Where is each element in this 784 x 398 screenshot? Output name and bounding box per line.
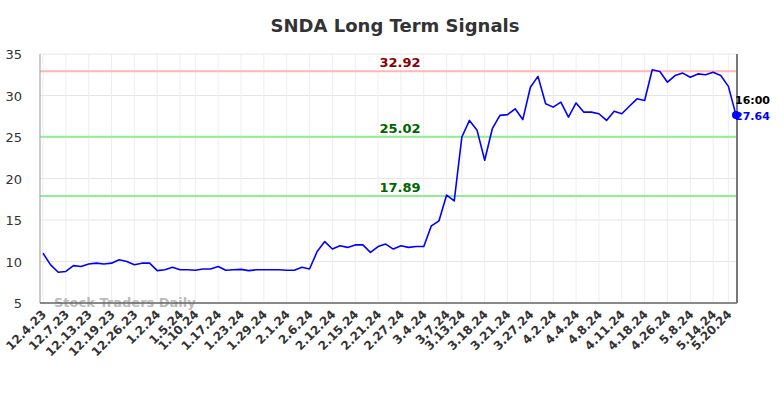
grid-line bbox=[180, 54, 181, 303]
y-tick-label: 35 bbox=[5, 47, 22, 62]
y-tick-label: 25 bbox=[5, 130, 22, 145]
reference-line bbox=[40, 70, 737, 72]
grid-line bbox=[40, 95, 737, 96]
y-tick-label: 20 bbox=[5, 172, 22, 187]
now-line bbox=[736, 54, 738, 303]
reference-label: 32.92 bbox=[379, 55, 420, 70]
y-tick-label: 30 bbox=[5, 89, 22, 104]
grid-line bbox=[241, 54, 242, 303]
last-value-label: 27.64 bbox=[735, 110, 770, 123]
grid-line bbox=[195, 54, 196, 303]
y-tick-label: 5 bbox=[14, 296, 22, 311]
grid-line bbox=[88, 54, 89, 303]
grid-line bbox=[461, 54, 462, 303]
grid-line bbox=[309, 54, 310, 303]
grid-line bbox=[40, 178, 737, 179]
reference-line bbox=[40, 136, 737, 138]
grid-line bbox=[40, 261, 737, 262]
y-tick-label: 15 bbox=[5, 213, 22, 228]
y-axis bbox=[40, 54, 41, 303]
grid-line bbox=[157, 54, 158, 303]
x-tick-label: 5.20.24 bbox=[689, 307, 735, 353]
reference-label: 17.89 bbox=[379, 180, 420, 195]
price-line bbox=[43, 70, 736, 273]
grid-line bbox=[355, 54, 356, 303]
grid-line bbox=[713, 54, 714, 303]
grid-line bbox=[286, 54, 287, 303]
x-axis bbox=[40, 302, 737, 304]
grid-line bbox=[134, 54, 135, 303]
grid-line bbox=[553, 54, 554, 303]
grid-line bbox=[378, 54, 379, 303]
grid-line bbox=[332, 54, 333, 303]
title: SNDA Long Term Signals bbox=[271, 15, 520, 36]
grid-line bbox=[484, 54, 485, 303]
grid-line bbox=[65, 54, 66, 303]
grid-line bbox=[263, 54, 264, 303]
grid-line bbox=[400, 54, 401, 303]
grid-line bbox=[644, 54, 645, 303]
grid-line bbox=[111, 54, 112, 303]
grid-line bbox=[40, 303, 737, 304]
grid-line bbox=[598, 54, 599, 303]
grid-line bbox=[423, 54, 424, 303]
grid-line bbox=[40, 137, 737, 138]
grid-line bbox=[667, 54, 668, 303]
grid-line bbox=[728, 54, 729, 303]
reference-line bbox=[40, 195, 737, 197]
grid-line bbox=[621, 54, 622, 303]
reference-label: 25.02 bbox=[379, 121, 420, 136]
y-tick-label: 10 bbox=[5, 255, 22, 270]
grid-line bbox=[446, 54, 447, 303]
grid-line bbox=[218, 54, 219, 303]
grid-line bbox=[43, 54, 44, 303]
time-label: 16:00 bbox=[735, 94, 770, 107]
grid-line bbox=[40, 220, 737, 221]
grid-line bbox=[507, 54, 508, 303]
grid-line bbox=[690, 54, 691, 303]
grid-line bbox=[576, 54, 577, 303]
chart: SNDA Long Term Signals510152025303512.4.… bbox=[0, 0, 784, 398]
